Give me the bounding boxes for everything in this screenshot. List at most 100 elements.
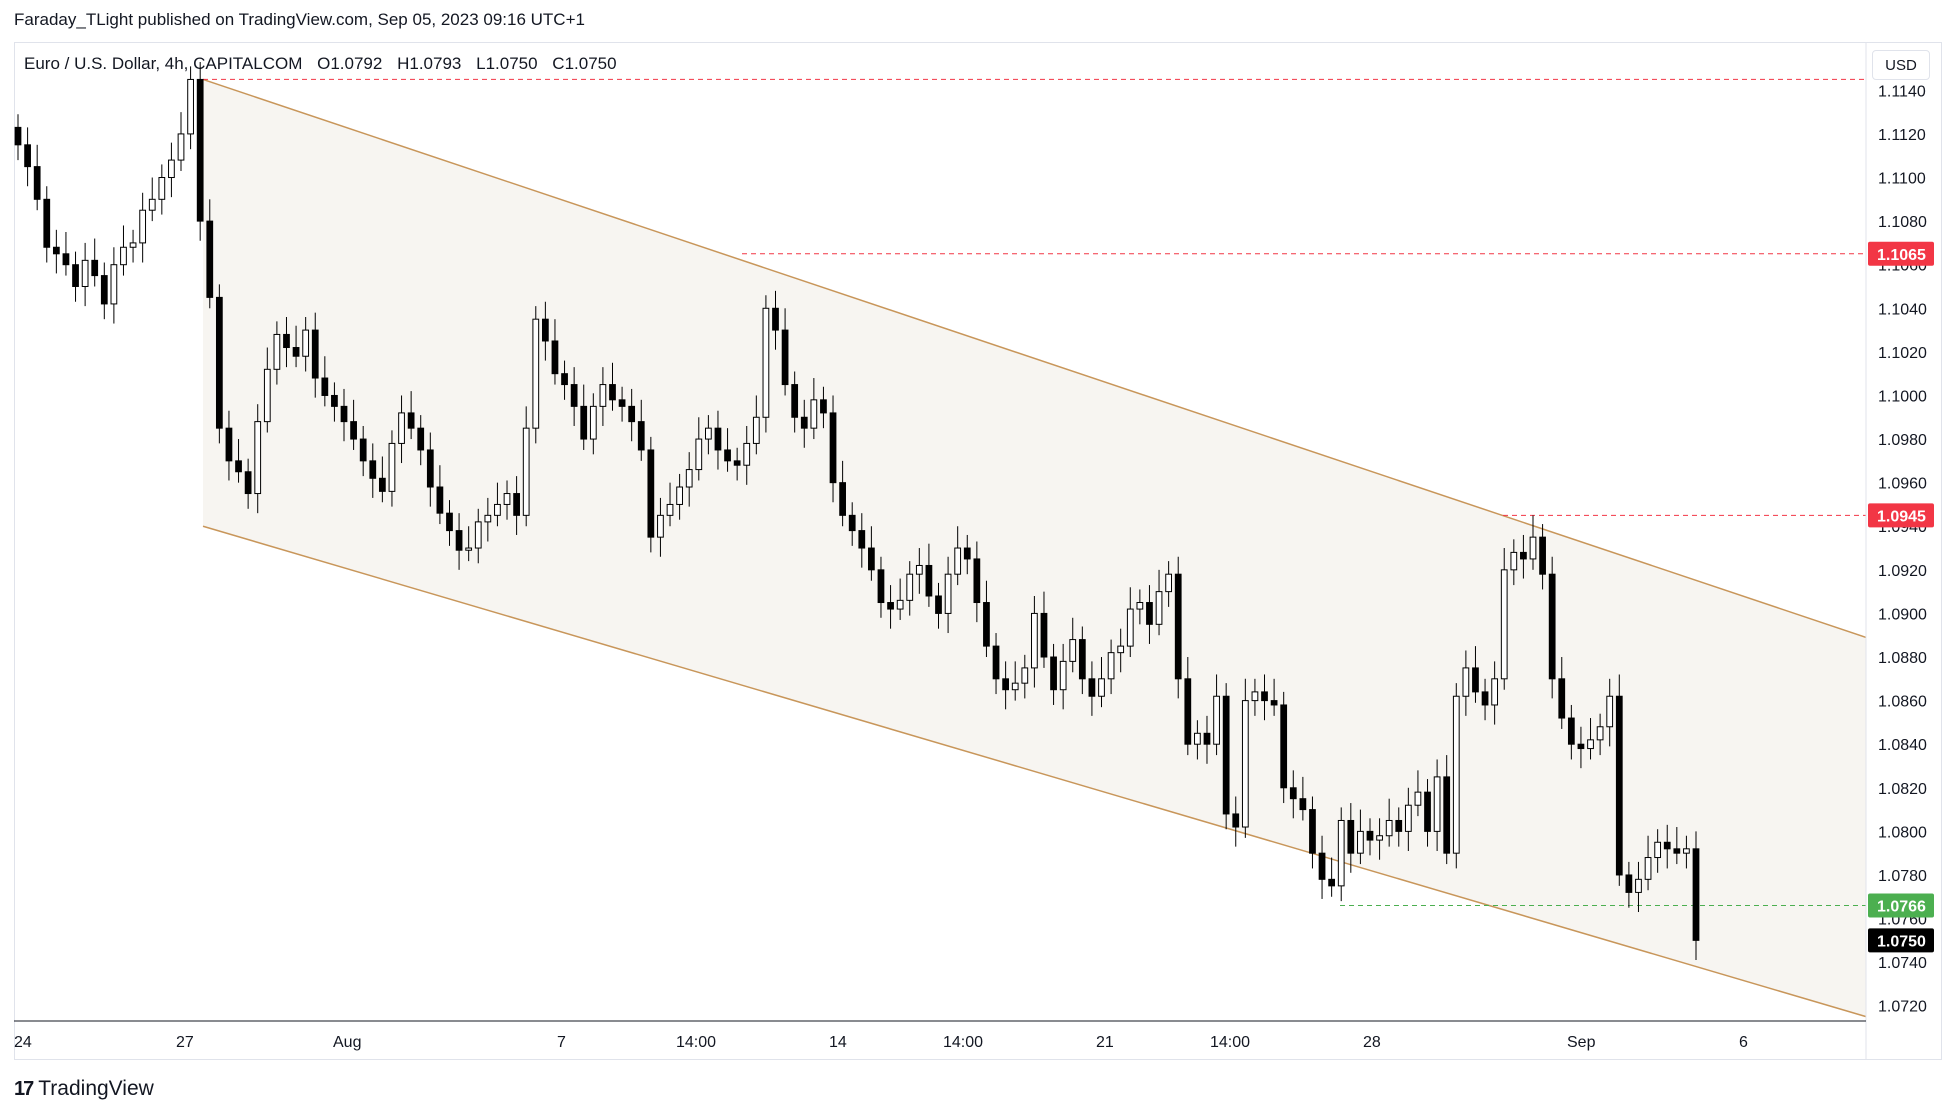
- price-tick-label: 1.1040: [1878, 301, 1927, 318]
- candle-body: [1031, 612, 1038, 669]
- candle-body: [225, 427, 233, 462]
- candle-body: [1328, 878, 1336, 887]
- price-tick-label: 1.0840: [1878, 737, 1927, 754]
- candle-body: [848, 514, 856, 532]
- candle-body: [1318, 852, 1326, 880]
- candle-body: [321, 377, 329, 396]
- candle-body: [685, 469, 693, 488]
- price-tick-label: 1.0920: [1878, 563, 1927, 580]
- candle-body: [551, 340, 559, 375]
- candle-body: [1424, 791, 1431, 832]
- chart-frame: [14, 42, 1942, 1060]
- candle-body: [570, 384, 578, 407]
- price-tick-label: 1.0900: [1878, 606, 1927, 623]
- candle-body: [14, 126, 22, 146]
- candle-body: [1443, 776, 1451, 854]
- price-tick-label: 1.0860: [1878, 694, 1927, 711]
- candle-body: [1117, 645, 1125, 654]
- candle-body: [91, 259, 99, 277]
- time-tick-label: Sep: [1567, 1034, 1596, 1051]
- candle-body: [1232, 813, 1240, 828]
- price-label-text: 1.0750: [1877, 933, 1926, 950]
- currency-button[interactable]: USD: [1872, 50, 1930, 80]
- candle-body: [1299, 798, 1307, 811]
- price-label-text: 1.0766: [1877, 898, 1926, 915]
- candle-body: [1222, 695, 1230, 815]
- candle-body: [733, 460, 741, 466]
- candle-body: [1683, 848, 1690, 854]
- price-tick-label: 1.0880: [1878, 650, 1927, 667]
- tradingview-logo-icon: 17: [14, 1077, 34, 1100]
- candle-body: [417, 427, 425, 451]
- candle-body: [359, 438, 367, 462]
- candle-body: [331, 394, 338, 407]
- candle-body: [148, 198, 156, 211]
- time-tick-label: 28: [1363, 1034, 1381, 1051]
- ohlc-close: C1.0750: [552, 54, 617, 73]
- candle-body: [1539, 536, 1546, 575]
- price-tick-label: 1.1080: [1878, 214, 1927, 231]
- candle-body: [206, 220, 214, 298]
- candle-body: [1663, 841, 1671, 850]
- candle-body: [935, 595, 942, 614]
- candle-body: [1404, 804, 1412, 832]
- candle-body: [1261, 691, 1268, 702]
- candle-body: [1337, 819, 1345, 887]
- candle-body: [541, 318, 549, 342]
- time-tick-label: 14:00: [676, 1034, 716, 1051]
- candle-body: [1347, 819, 1355, 854]
- candle-body: [340, 405, 348, 423]
- candle-body: [81, 259, 89, 287]
- time-tick-label: 6: [1739, 1034, 1748, 1051]
- candle-body: [1596, 726, 1604, 741]
- candle-body: [120, 246, 127, 266]
- candle-body: [781, 329, 789, 386]
- candle-body: [177, 133, 185, 161]
- candle-body: [858, 530, 866, 549]
- candle-body: [1395, 819, 1403, 832]
- candle-body: [1577, 743, 1585, 750]
- footer-brand: 17 TradingView: [14, 1077, 154, 1101]
- price-tick-label: 1.1120: [1878, 127, 1926, 144]
- candle-body: [378, 477, 386, 492]
- candle-body: [168, 159, 175, 179]
- candle-body: [791, 384, 799, 418]
- price-tick-label: 1.0720: [1878, 999, 1927, 1016]
- candle-body: [973, 558, 981, 604]
- candle-body: [1452, 695, 1460, 854]
- candle-body: [1654, 841, 1662, 859]
- candle-body: [407, 412, 415, 429]
- candle-body: [1241, 700, 1249, 828]
- symbol-info: Euro / U.S. Dollar, 4h, CAPITALCOM O1.07…: [24, 54, 627, 74]
- candle-body: [1625, 874, 1633, 893]
- candle-body: [513, 493, 520, 516]
- candle-body: [1366, 830, 1374, 841]
- candle-body: [714, 427, 722, 451]
- ohlc-open: O1.0792: [317, 54, 383, 73]
- candle-body: [494, 503, 501, 516]
- candle-body: [743, 442, 751, 466]
- candle-body: [1069, 639, 1077, 662]
- candle-body: [158, 177, 166, 200]
- symbol-name[interactable]: Euro / U.S. Dollar, 4h, CAPITALCOM: [24, 54, 303, 73]
- price-tick-label: 1.1000: [1878, 388, 1927, 405]
- candle-body: [1615, 695, 1623, 876]
- candle-body: [273, 333, 281, 370]
- candle-body: [196, 78, 204, 222]
- candle-body: [1155, 591, 1163, 625]
- price-label-badge: [1868, 241, 1934, 266]
- candle-body: [589, 405, 597, 440]
- candle-body: [772, 307, 779, 331]
- candle-body: [810, 399, 818, 429]
- time-tick-label: 14:00: [1210, 1034, 1250, 1051]
- candle-body: [1146, 602, 1153, 625]
- candle-body: [369, 460, 377, 479]
- candle-body: [800, 416, 808, 429]
- candle-body: [302, 329, 310, 357]
- candle-body: [1606, 695, 1614, 728]
- candle-body: [1644, 857, 1652, 880]
- candle-body: [599, 384, 607, 407]
- price-tick-label: 1.0960: [1878, 476, 1927, 493]
- candle-body: [983, 602, 990, 647]
